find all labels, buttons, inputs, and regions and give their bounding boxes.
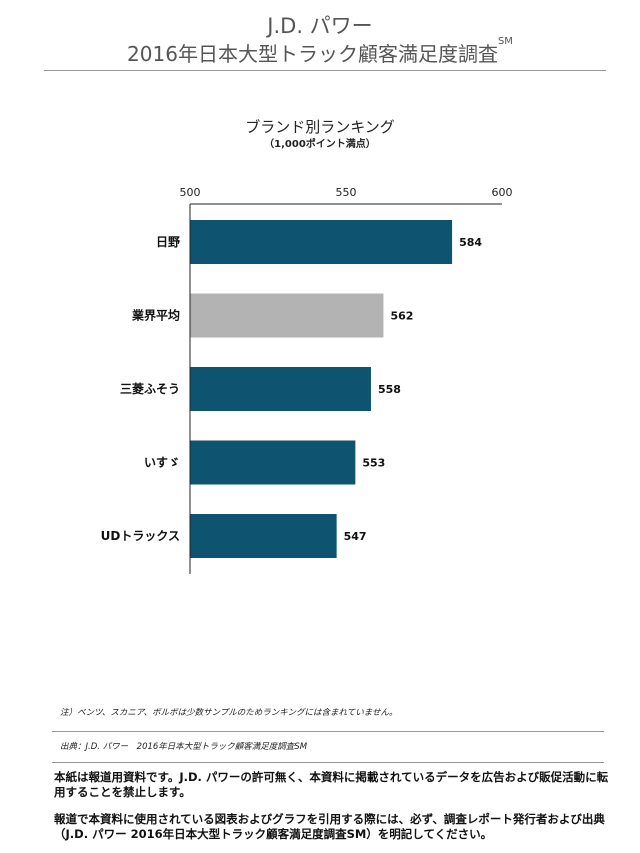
category-label: 日野: [156, 235, 180, 249]
note-divider: [52, 731, 604, 732]
x-tick-label: 500: [180, 186, 201, 199]
category-label: 業界平均: [131, 308, 180, 323]
citation-notice: 報道で本資料に使用されている図表およびグラフを引用する際には、必ず、調査レポート…: [54, 812, 605, 841]
category-label: いすゞ: [144, 456, 180, 470]
bar: [190, 220, 453, 264]
data-label: 562: [390, 310, 413, 323]
category-label: 三菱ふそう: [120, 381, 180, 396]
exclusion-note: 注）ベンツ、スカニア、ボルボは少数サンプルのためランキングには含まれていません。: [60, 708, 398, 718]
bar: [190, 367, 371, 411]
usage-notice: 本紙は報道用資料です。J.D. パワーの許可無く、本資料に掲載されているデータを…: [54, 770, 609, 799]
category-label: UDトラックス: [101, 529, 180, 543]
chart-subtitle: （1,000ポイント満点）: [264, 139, 376, 150]
data-label: 553: [362, 457, 385, 470]
data-label: 584: [459, 236, 482, 249]
data-label: 547: [344, 530, 367, 543]
data-label: 558: [378, 383, 401, 396]
bar: [190, 514, 337, 558]
x-tick-label: 600: [492, 186, 513, 199]
chart-title: ブランド別ランキング: [245, 118, 395, 136]
header-divider: [44, 70, 606, 71]
report-brand: J.D. パワー: [267, 14, 373, 38]
bar: [190, 293, 384, 338]
report-title: 2016年日本大型トラック顧客満足度調査SM: [127, 36, 513, 66]
x-tick-label: 550: [336, 186, 357, 199]
source-divider: [52, 762, 604, 763]
bar: [190, 440, 356, 485]
source-note: 出典：J.D. パワー 2016年日本大型トラック顧客満足度調査SM: [60, 742, 308, 752]
